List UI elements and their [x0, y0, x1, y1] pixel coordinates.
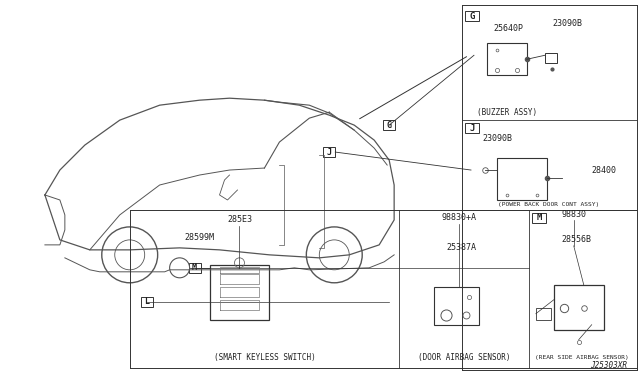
Text: (SMART KEYLESS SWITCH): (SMART KEYLESS SWITCH): [214, 353, 316, 362]
Bar: [532, 213, 546, 223]
Bar: [465, 123, 479, 133]
Text: 28400: 28400: [592, 166, 617, 174]
Bar: [209, 265, 269, 320]
Text: 285E3: 285E3: [227, 215, 252, 224]
Text: G: G: [387, 121, 392, 129]
Bar: [536, 308, 551, 320]
Text: 23090B: 23090B: [482, 134, 512, 142]
Text: J25303XR: J25303XR: [590, 361, 627, 370]
Text: (REAR SIDE AIRBAG SENSOR): (REAR SIDE AIRBAG SENSOR): [535, 355, 628, 360]
Bar: [323, 147, 335, 157]
Bar: [497, 158, 547, 200]
Text: J: J: [327, 148, 332, 157]
Text: 28599M: 28599M: [184, 233, 214, 243]
Bar: [383, 120, 395, 130]
Bar: [189, 263, 200, 273]
Text: 25640P: 25640P: [494, 24, 524, 33]
Text: M: M: [536, 214, 541, 222]
Text: 28556B: 28556B: [562, 235, 592, 244]
Text: 98830+A: 98830+A: [442, 214, 477, 222]
Text: J: J: [469, 124, 475, 133]
Text: M: M: [192, 263, 197, 272]
Text: G: G: [469, 12, 475, 21]
Text: 25387A: 25387A: [446, 243, 476, 252]
Text: L: L: [144, 297, 149, 306]
Text: (DOOR AIRBAG SENSOR): (DOOR AIRBAG SENSOR): [418, 353, 510, 362]
Bar: [141, 297, 153, 307]
Text: 98830: 98830: [561, 211, 586, 219]
Bar: [465, 12, 479, 21]
Bar: [434, 287, 479, 325]
Bar: [545, 53, 557, 63]
Bar: [554, 285, 604, 330]
Text: 23090B: 23090B: [553, 19, 583, 28]
Bar: [487, 43, 527, 75]
Text: (BUZZER ASSY): (BUZZER ASSY): [477, 108, 537, 117]
Text: (POWER BACK DOOR CONT ASSY): (POWER BACK DOOR CONT ASSY): [498, 202, 600, 208]
